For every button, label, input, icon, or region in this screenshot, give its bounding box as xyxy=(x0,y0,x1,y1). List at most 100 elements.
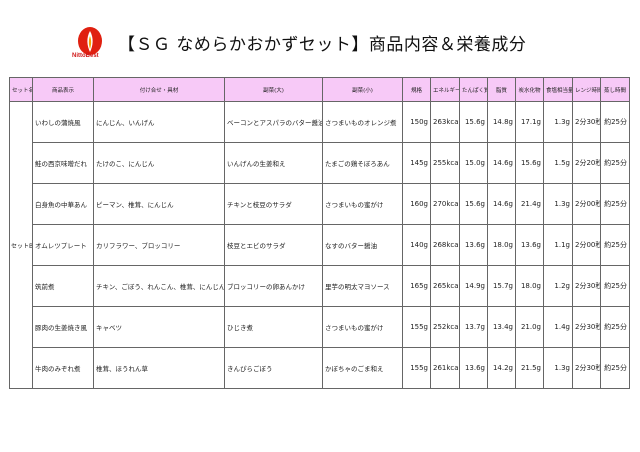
table-cell: 263kcal xyxy=(430,101,460,143)
table-cell: 155g xyxy=(402,306,431,348)
table-cell: 165g xyxy=(402,265,431,307)
table-cell: 18.0g xyxy=(515,265,544,307)
table-cell: かぼちゃのごま和え xyxy=(322,347,403,389)
table-cell: 椎茸、ほうれん草 xyxy=(93,347,225,389)
table-cell: 約25分 xyxy=(600,101,630,143)
table-cell: 15.6g xyxy=(459,101,488,143)
table-cell: さつまいもの蜜がけ xyxy=(322,183,403,225)
table-cell: 約25分 xyxy=(600,224,630,266)
table-cell: チキン、ごぼう、れんこん、椎茸、にんじん xyxy=(93,265,225,307)
table-cell: 268kcal xyxy=(430,224,460,266)
table-cell: 2分00秒 xyxy=(572,224,601,266)
nittobest-logo-icon xyxy=(78,27,102,55)
table-cell: きんぴらごぼう xyxy=(224,347,323,389)
table-row: 鮭の西京味噌だれ たけのこ、にんじん いんげんの生姜和え たまごの鶏そぼろあん 145g… xyxy=(10,142,630,184)
column-header: たんぱく質 xyxy=(459,77,488,102)
table-cell: 2分30秒 xyxy=(572,265,601,307)
column-header: 規格 xyxy=(402,77,431,102)
table-row: 豚肉の生姜焼き風 キャベツ ひじき煮 さつまいもの蜜がけ 155g 252kcal 13.7… xyxy=(10,306,630,348)
table-cell: 252kcal xyxy=(430,306,460,348)
column-header: セット名 xyxy=(9,77,33,102)
table-cell: キャベツ xyxy=(93,306,225,348)
table-cell: 15.7g xyxy=(487,265,516,307)
table-cell: 約25分 xyxy=(600,183,630,225)
product-table: セット名 商品表示 付け合せ・具材 副菜(大) 副菜(小) 規格 エネルギー たんぱく質 脂質炭… xyxy=(9,77,630,389)
logo-text: NittoBest xyxy=(72,53,99,59)
table-cell: 枝豆とエビのサラダ xyxy=(224,224,323,266)
table-cell: 筑前煮 xyxy=(32,265,94,307)
table-cell: 21.4g xyxy=(515,183,544,225)
table-row: オムレツプレート カリフラワー、ブロッコリー 枝豆とエビのサラダ なすのバター醤油 14… xyxy=(10,224,630,266)
column-header: 炭水化物 xyxy=(515,77,544,102)
table-cell: 270kcal xyxy=(430,183,460,225)
table-cell: 150g xyxy=(402,101,431,143)
table-cell: 1.2g xyxy=(543,265,573,307)
table-cell: 2分30秒 xyxy=(572,101,601,143)
table-cell: 13.6g xyxy=(459,347,488,389)
table-cell: 13.7g xyxy=(459,306,488,348)
table-row: 白身魚の中華あん ピーマン、椎茸、にんじん チキンと枝豆のサラダ さつまいもの蜜がけ 1… xyxy=(10,183,630,225)
table-cell: 2分00秒 xyxy=(572,183,601,225)
table-cell: ピーマン、椎茸、にんじん xyxy=(93,183,225,225)
table-cell: オムレツプレート xyxy=(32,224,94,266)
table-cell: 21.0g xyxy=(515,306,544,348)
table-cell: 15.0g xyxy=(459,142,488,184)
table-cell: 1.3g xyxy=(543,347,573,389)
table-row: 筑前煮 チキン、ごぼう、れんこん、椎茸、にんじん ブロッコリーの卵あんかけ 里芋の明太… xyxy=(10,265,630,307)
table-cell: 1.3g xyxy=(543,183,573,225)
table-cell: 145g xyxy=(402,142,431,184)
column-header: 食塩相当量 xyxy=(543,77,573,102)
table-cell: 約25分 xyxy=(600,142,630,184)
table-cell: 1.1g xyxy=(543,224,573,266)
table-cell: いわしの蒲焼風 xyxy=(32,101,94,143)
table-cell: 13.6g xyxy=(515,224,544,266)
table-cell: 18.0g xyxy=(487,224,516,266)
table-cell: 約25分 xyxy=(600,306,630,348)
column-header: 脂質 xyxy=(487,77,516,102)
table-cell: ひじき煮 xyxy=(224,306,323,348)
table-cell: 白身魚の中華あん xyxy=(32,183,94,225)
table-cell: ブロッコリーの卵あんかけ xyxy=(224,265,323,307)
table-header-row: セット名 商品表示 付け合せ・具材 副菜(大) 副菜(小) 規格 エネルギー たんぱく質 脂質炭… xyxy=(9,77,630,102)
table-cell: いんげんの生姜和え xyxy=(224,142,323,184)
table-cell: 鮭の西京味噌だれ xyxy=(32,142,94,184)
table-cell: 14.8g xyxy=(487,101,516,143)
table-cell: さつまいものオレンジ煮 xyxy=(322,101,403,143)
table-cell: 2分30秒 xyxy=(572,306,601,348)
table-cell: 13.4g xyxy=(487,306,516,348)
table-cell: 160g xyxy=(402,183,431,225)
table-cell: 13.6g xyxy=(459,224,488,266)
table-row: 牛肉のみぞれ煮 椎茸、ほうれん草 きんぴらごぼう かぼちゃのごま和え 155g 261kc… xyxy=(10,347,630,389)
table-cell: 155g xyxy=(402,347,431,389)
table-cell: たけのこ、にんじん xyxy=(93,142,225,184)
table-cell: 261kcal xyxy=(430,347,460,389)
table-cell: 約25分 xyxy=(600,265,630,307)
table-cell: 2分20秒 xyxy=(572,142,601,184)
table-cell: 14.2g xyxy=(487,347,516,389)
table-cell: にんじん、いんげん xyxy=(93,101,225,143)
table-cell: 14.9g xyxy=(459,265,488,307)
table-cell: 牛肉のみぞれ煮 xyxy=(32,347,94,389)
table-cell: 豚肉の生姜焼き風 xyxy=(32,306,94,348)
table-cell: 約25分 xyxy=(600,347,630,389)
table-cell: 21.5g xyxy=(515,347,544,389)
table-cell: 1.3g xyxy=(543,101,573,143)
table-cell: 265kcal xyxy=(430,265,460,307)
table-cell: 17.1g xyxy=(515,101,544,143)
column-header: エネルギー xyxy=(430,77,460,102)
column-header: 副菜(小) xyxy=(322,77,403,102)
table-row: セットB いわしの蒲焼風 にんじん、いんげん ベーコンとアスパラのバター醤油 さつまいも… xyxy=(9,101,630,389)
table-cell: 15.6g xyxy=(515,142,544,184)
table-cell: 15.6g xyxy=(459,183,488,225)
table-cell: 1.5g xyxy=(543,142,573,184)
set-name-cell: セットB xyxy=(9,101,33,389)
table-cell: 2分30秒 xyxy=(572,347,601,389)
table-cell: 里芋の明太マヨソース xyxy=(322,265,403,307)
table-cell: 1.4g xyxy=(543,306,573,348)
column-header: レンジ時間 xyxy=(572,77,601,102)
column-header: 蒸し時間 xyxy=(600,77,630,102)
table-cell: 14.6g xyxy=(487,142,516,184)
column-header: 商品表示 xyxy=(32,77,94,102)
page-title: 【ＳＧ なめらかおかずセット】商品内容＆栄養成分 xyxy=(118,35,527,55)
table-cell: なすのバター醤油 xyxy=(322,224,403,266)
